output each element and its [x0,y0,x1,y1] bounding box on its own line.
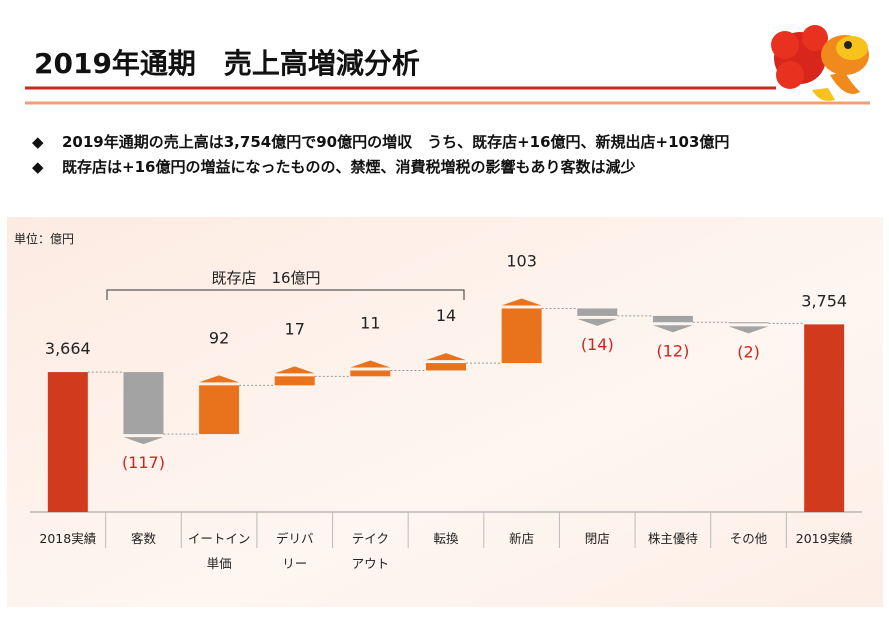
x-tick-label: 2018実績 [39,531,97,546]
data-label: 3,664 [45,339,91,358]
bar [804,324,845,512]
bar-arrow [123,437,164,445]
bar [47,372,88,512]
x-tick-label: イートイン 単価 [187,531,251,571]
bar-arrow [652,325,693,333]
bar [123,372,164,435]
x-tick-label: 株主優待 [647,531,698,546]
x-tick-label: 閉店 [584,531,610,546]
bar [426,363,466,371]
data-label: 92 [209,328,229,347]
data-label: 14 [436,306,456,325]
bar [652,315,693,323]
bullet: ◆ 既存店は+16億円の増益になったものの、禁煙、消費税増税の影響もあり客数は減少 [32,158,636,176]
x-tick-label: テイク アウト [351,531,390,571]
slide-title: 2019年通期 売上高増減分析 [34,47,420,80]
bar-arrow [426,353,466,361]
bar-arrow [577,318,618,326]
data-label: 11 [360,313,380,332]
bar [274,376,315,386]
x-tick-label: 2019実績 [795,531,853,546]
bar-arrow [199,375,240,383]
bracket-label: 既存店 16億円 [211,269,320,287]
data-label: (12) [656,341,689,360]
data-label: (117) [122,453,165,472]
x-tick-label: デリバ リー [275,531,314,571]
bar-arrow [350,360,391,368]
bar-arrow [501,298,542,306]
data-label: 103 [506,251,537,270]
bullet-text: 2019年通期の売上高は3,754億円で90億円の増収 うち、既存店+16億円、… [62,133,730,151]
data-label: 3,754 [801,291,847,310]
bullet: ◆ 2019年通期の売上高は3,754億円で90億円の増収 うち、既存店+16億円… [32,133,730,151]
data-label: (2) [737,342,760,361]
bracket [106,289,465,300]
unit-label: 単位：億円 [14,232,75,246]
data-label: 17 [285,319,305,338]
x-tick-label: 新店 [509,531,535,546]
bar [350,370,391,377]
mascot [771,25,869,101]
bar [199,385,240,435]
bar [728,322,769,324]
x-tick-label: 転換 [433,531,459,546]
bar [501,308,542,364]
x-tick-label: その他 [729,531,768,546]
x-tick-label: 客数 [130,531,156,546]
bullet-text: 既存店は+16億円の増益になったものの、禁煙、消費税増税の影響もあり客数は減少 [62,158,636,176]
bar-arrow [728,326,769,334]
bar-arrow [274,366,315,374]
bar [577,308,618,316]
data-label: (14) [581,335,614,354]
